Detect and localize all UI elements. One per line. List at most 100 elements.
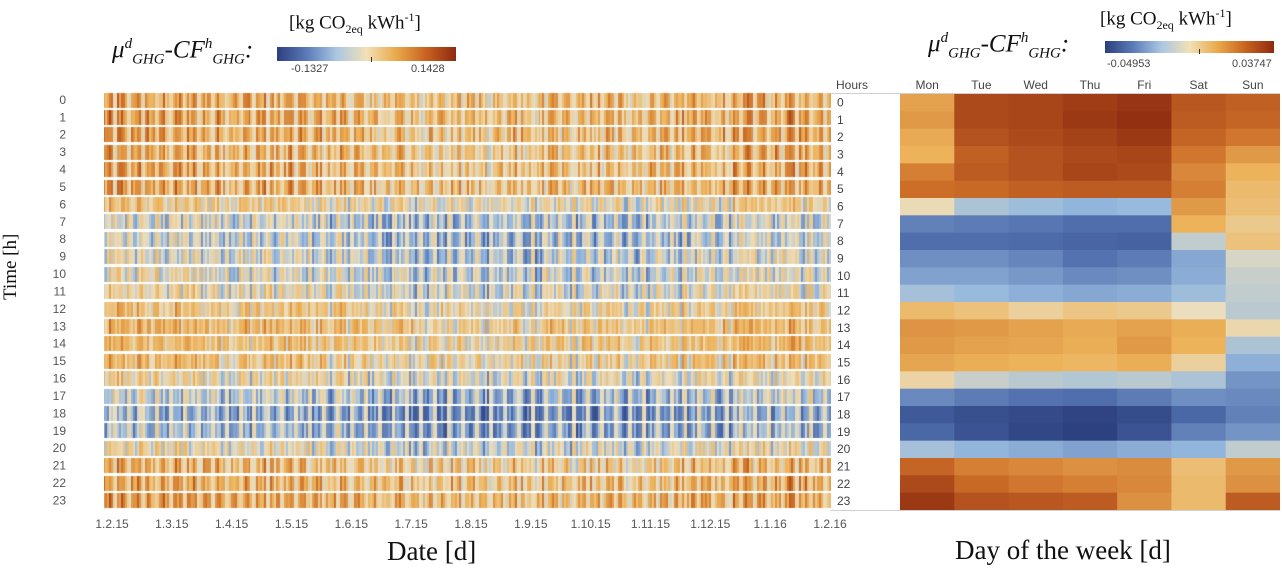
- left-y-axis-title: Time [h]: [0, 233, 21, 300]
- right-heatmap-cell: [1062, 94, 1118, 112]
- right-heatmap-cell: [1008, 354, 1064, 372]
- right-heatmap-cell: [1008, 406, 1064, 424]
- right-row-label: 15: [837, 355, 851, 369]
- right-heatmap-cell: [954, 423, 1010, 442]
- right-row-label: 20: [837, 442, 851, 456]
- left-y-tick-label: 5: [59, 180, 66, 194]
- right-heatmap-cell: [1062, 128, 1118, 147]
- right-row-label: 14: [837, 338, 851, 352]
- right-heatmap-cell: [954, 215, 1010, 234]
- right-row-header: Hours: [836, 78, 869, 92]
- right-heatmap-cell: [1225, 406, 1280, 424]
- right-heatmap-cell: [1225, 111, 1280, 130]
- right-heatmap-cell: [954, 475, 1010, 494]
- right-heatmap-cell: [1171, 128, 1227, 147]
- right-heatmap-cell: [1062, 232, 1118, 251]
- left-y-tick-label: 3: [59, 145, 66, 159]
- right-heatmap-cell: [1171, 423, 1227, 442]
- left-y-tick-label: 12: [53, 302, 67, 316]
- left-x-tick-label: 1.7.15: [394, 517, 428, 531]
- right-heatmap-cell: [1008, 475, 1064, 494]
- right-heatmap-cell: [1225, 371, 1280, 390]
- left-colorbar-title: μdGHG-CFhGHG:: [112, 36, 254, 68]
- right-colorbar-zero-mark: [1199, 49, 1200, 54]
- right-heatmap-cell: [900, 319, 955, 338]
- right-heatmap-cell: [1225, 267, 1280, 286]
- right-heatmap-cell: [1171, 354, 1227, 372]
- left-x-tick-label: 1.6.15: [335, 517, 369, 531]
- right-heatmap-cell: [1171, 336, 1227, 355]
- right-heatmap-cell: [1008, 146, 1064, 164]
- right-heatmap-cell: [900, 146, 955, 164]
- right-column-header: Fri: [1137, 78, 1152, 92]
- right-column-header: Mon: [915, 78, 939, 92]
- right-heatmap-cell: [1117, 128, 1172, 147]
- right-header-divider: [830, 93, 1280, 94]
- right-heatmap-cell: [1225, 302, 1280, 320]
- right-row-label: 8: [837, 234, 844, 248]
- right-heatmap-cell: [1171, 215, 1227, 234]
- right-heatmap-cell: [1062, 215, 1118, 234]
- right-heatmap-cell: [1171, 371, 1227, 390]
- left-x-tick-label: 1.8.15: [454, 517, 488, 531]
- right-heatmap-cell: [1008, 388, 1064, 407]
- right-heatmap-cell: [1117, 250, 1172, 268]
- right-heatmap-cell: [1062, 388, 1118, 407]
- right-row-label: 16: [837, 373, 851, 387]
- right-heatmap-cell: [1117, 284, 1172, 303]
- right-heatmap-cell: [954, 354, 1010, 372]
- left-y-tick-label: 1: [59, 110, 66, 124]
- right-heatmap-cell: [1008, 458, 1064, 476]
- right-heatmap-cell: [1117, 198, 1172, 216]
- left-y-tick-label: 20: [53, 441, 67, 455]
- right-heatmap-cell: [1171, 406, 1227, 424]
- right-heatmap-cell: [1008, 284, 1064, 303]
- left-y-tick-label: 18: [53, 406, 67, 420]
- right-row-label: 19: [837, 425, 851, 439]
- right-heatmap-cell: [1171, 440, 1227, 459]
- right-heatmap-cell: [1062, 458, 1118, 476]
- right-heatmap-cell: [954, 302, 1010, 320]
- right-heatmap-cell: [900, 440, 955, 459]
- left-y-tick-label: 8: [59, 232, 66, 246]
- right-colorbar-title: μdGHG-CFhGHG:: [928, 30, 1070, 62]
- right-colorbar-max: 0.03747: [1232, 58, 1272, 70]
- right-heatmap-cell: [1171, 302, 1227, 320]
- right-heatmap-cell: [900, 128, 955, 147]
- right-heatmap-cell: [954, 163, 1010, 182]
- right-row-label: 13: [837, 321, 851, 335]
- right-row-label: 17: [837, 390, 851, 404]
- right-heatmap-cell: [1008, 215, 1064, 234]
- left-y-tick-label: 19: [53, 424, 67, 438]
- right-heatmap-cell: [900, 388, 955, 407]
- right-heatmap-cell: [1117, 111, 1172, 130]
- right-heatmap-cell: [1171, 458, 1227, 476]
- right-heatmap-cell: [954, 146, 1010, 164]
- right-heatmap-cell: [900, 371, 955, 390]
- left-colorbar-min: -0.1327: [291, 63, 329, 75]
- right-heatmap-cell: [1117, 371, 1172, 390]
- right-row-label: 4: [837, 165, 844, 179]
- left-y-tick-label: 2: [59, 128, 66, 142]
- right-heatmap-cell: [1117, 302, 1172, 320]
- right-heatmap-cell: [1008, 232, 1064, 251]
- right-heatmap-cell: [1062, 267, 1118, 286]
- right-row-label: 21: [837, 459, 851, 473]
- right-heatmap-cell: [954, 388, 1010, 407]
- right-row-label: 23: [837, 494, 851, 508]
- right-heatmap-cell: [1117, 319, 1172, 338]
- left-x-tick-label: 1.4.15: [215, 517, 249, 531]
- right-heatmap-cell: [1225, 94, 1280, 112]
- right-heatmap-cell: [1008, 336, 1064, 355]
- left-heatmap-cells: [104, 92, 831, 510]
- right-heatmap-cell: [1225, 458, 1280, 476]
- right-heatmap-cell: [1117, 458, 1172, 476]
- right-heatmap-cell: [954, 111, 1010, 130]
- right-row-label: 1: [837, 113, 844, 127]
- right-row-label: 7: [837, 217, 844, 231]
- right-heatmap-cell: [1225, 163, 1280, 182]
- right-heatmap-cell: [1171, 146, 1227, 164]
- left-y-tick-label: 11: [54, 284, 67, 298]
